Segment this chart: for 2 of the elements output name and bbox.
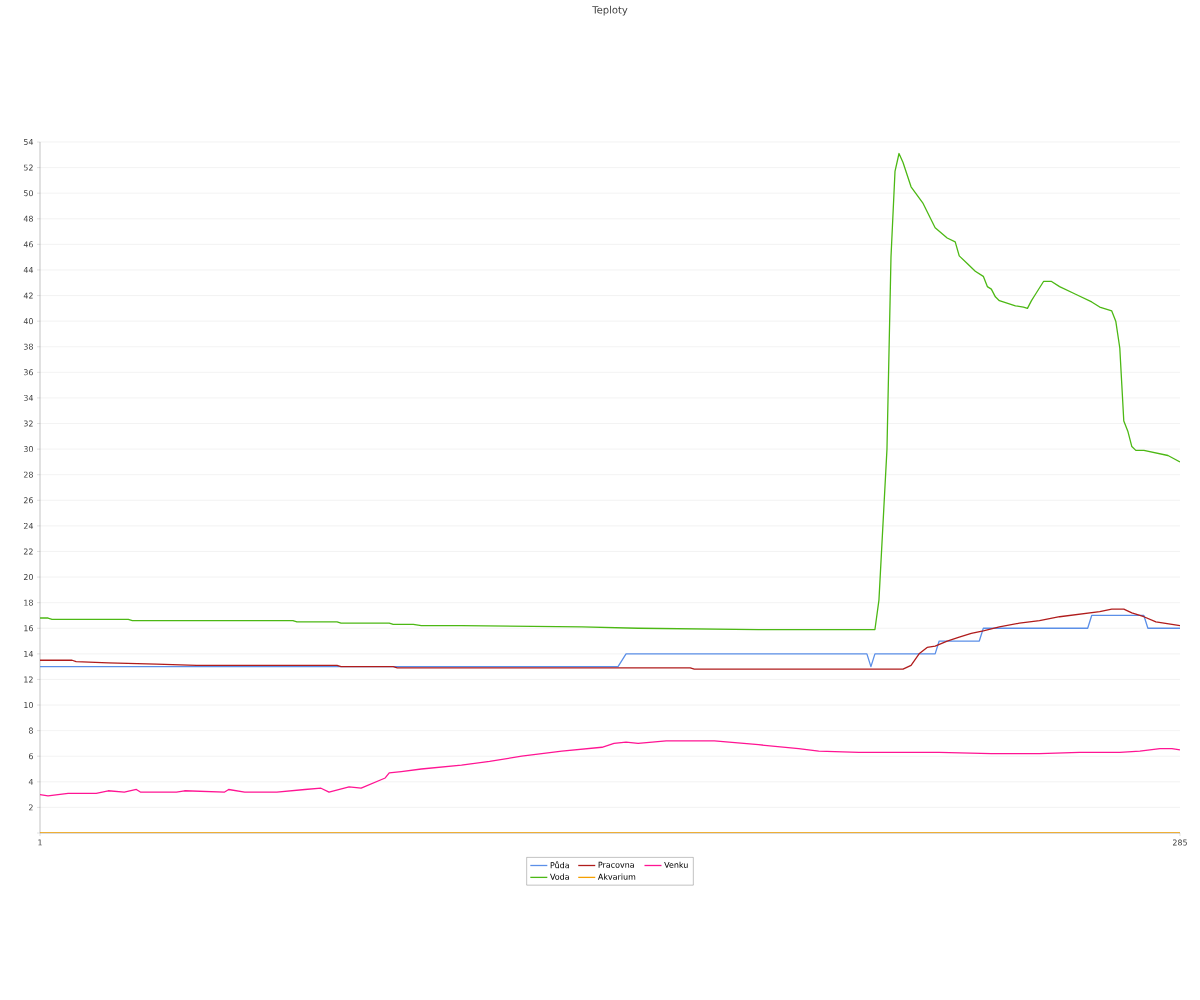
chart-title: Teploty: [592, 5, 628, 16]
line-series: [40, 152, 1180, 631]
